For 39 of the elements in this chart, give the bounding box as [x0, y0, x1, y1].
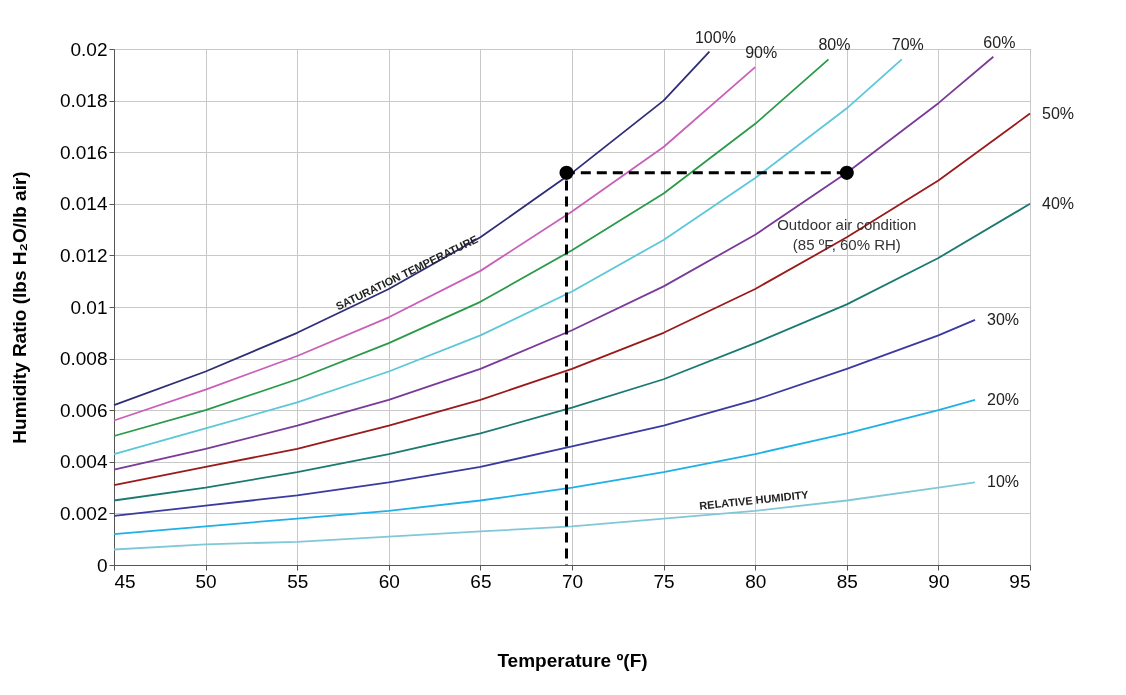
- x-tick-label: 55: [287, 570, 309, 592]
- y-tick-label: 0.004: [59, 451, 108, 473]
- line-series: [113, 398, 976, 535]
- series-label: 80%: [818, 36, 851, 54]
- x-tick-label: 45: [114, 570, 136, 592]
- x-tick-label: 75: [653, 570, 675, 592]
- x-tick-label: 70: [561, 570, 584, 592]
- series-label: 10%: [987, 473, 1020, 491]
- y-tick-label: 0.002: [59, 502, 108, 524]
- series-label: 30%: [987, 310, 1020, 328]
- x-tick-label: 50: [195, 570, 217, 592]
- y-tick-label: 0.008: [59, 348, 108, 370]
- x-tick-label: 90: [928, 570, 950, 592]
- series-label: 20%: [987, 390, 1020, 408]
- x-tick-label: 65: [470, 570, 492, 592]
- series-label: 40%: [1042, 194, 1075, 212]
- line-series: [113, 481, 976, 551]
- y-tick-label: 0.014: [59, 193, 108, 215]
- y-tick-label: 0.01: [70, 296, 108, 318]
- x-tick-label: 85: [836, 570, 858, 592]
- y-tick-label: 0.012: [59, 244, 108, 266]
- annotation: RELATIVE HUMIDITY: [698, 488, 810, 512]
- line-series: [113, 112, 1031, 486]
- x-tick-label: 95: [1009, 570, 1031, 592]
- series-label: 60%: [983, 33, 1016, 51]
- x-tick-label: 60: [378, 570, 400, 592]
- y-tick-label: 0.006: [59, 399, 108, 421]
- y-axis-title: Humidity Ratio (lbs H₂O/lb air): [8, 171, 30, 444]
- y-tick-label: 0.02: [70, 38, 108, 60]
- series-label: 100%: [694, 28, 736, 46]
- y-tick-label: 0.016: [59, 141, 108, 163]
- y-tick-label: 0: [96, 554, 108, 576]
- x-axis-title: Temperature º(F): [497, 649, 648, 671]
- line-series: [113, 319, 976, 517]
- series-label: 50%: [1042, 104, 1075, 122]
- x-tick-label: 80: [745, 570, 767, 592]
- y-tick-label: 0.018: [59, 90, 108, 112]
- series-label: 90%: [745, 44, 778, 62]
- series-label: 70%: [891, 36, 924, 54]
